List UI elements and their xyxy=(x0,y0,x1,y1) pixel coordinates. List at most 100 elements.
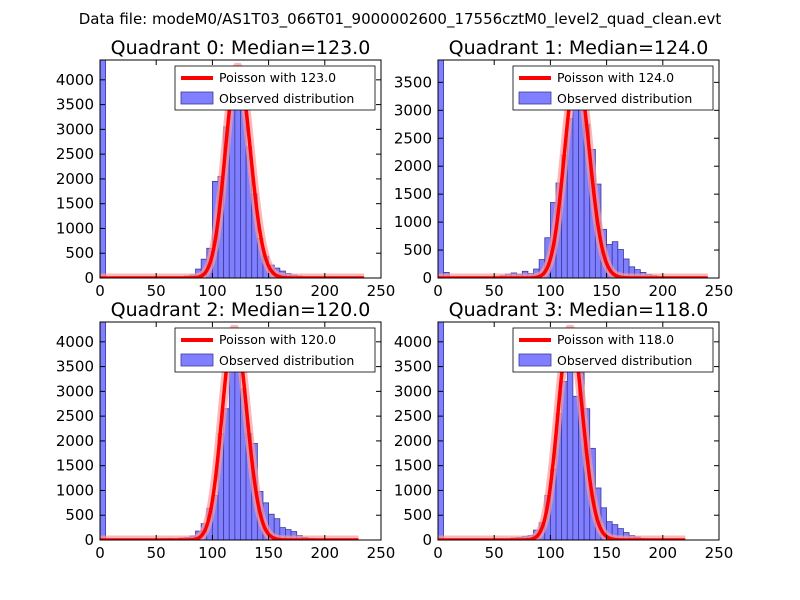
y-tick-label: 1000 xyxy=(56,481,94,499)
y-tick-label: 2000 xyxy=(394,157,432,175)
x-tick-label: 0 xyxy=(433,544,443,562)
legend: Poisson with 120.0 Observed distribution xyxy=(174,327,376,373)
y-tick-label: 0 xyxy=(422,269,432,287)
x-tick-label: 100 xyxy=(536,282,565,300)
histogram-bar xyxy=(572,395,579,540)
y-tick-label: 1000 xyxy=(394,481,432,499)
y-tick-label: 3500 xyxy=(56,358,94,376)
quadrant-title: Quadrant 0: Median=123.0 xyxy=(111,37,371,59)
legend-bar-swatch xyxy=(518,353,552,367)
histogram-bar xyxy=(438,60,445,278)
quadrant-1-panel: 0 50 100 150 200 2500500100015002000250030003… xyxy=(394,37,734,300)
legend-label: Poisson with 118.0 xyxy=(557,332,674,347)
y-tick-label: 2500 xyxy=(56,145,94,163)
histogram-bar xyxy=(438,322,445,540)
legend: Poisson with 124.0 Observed distribution xyxy=(512,65,714,111)
x-tick-label: 150 xyxy=(592,282,621,300)
figure-suptitle: Data file: modeM0/AS1T03_066T01_90000026… xyxy=(79,10,722,29)
x-tick-label: 50 xyxy=(147,544,166,562)
legend: Poisson with 118.0 Observed distribution xyxy=(512,327,714,373)
y-tick-label: 1000 xyxy=(394,213,432,231)
x-tick-label: 200 xyxy=(310,282,339,300)
axes-frame xyxy=(99,321,382,541)
legend-bar-swatch xyxy=(180,91,214,105)
y-tick-label: 3500 xyxy=(394,358,432,376)
x-tick-label: 100 xyxy=(198,544,227,562)
legend-bar-swatch xyxy=(180,353,214,367)
quadrant-title: Quadrant 1: Median=124.0 xyxy=(449,37,709,59)
x-tick-label: 250 xyxy=(705,544,734,562)
x-tick-label: 200 xyxy=(310,544,339,562)
x-tick-label: 100 xyxy=(198,282,227,300)
x-tick-label: 50 xyxy=(147,282,166,300)
legend-label: Observed distribution xyxy=(219,91,354,106)
y-tick-label: 4000 xyxy=(56,71,94,89)
x-tick-label: 50 xyxy=(485,282,504,300)
legend-box xyxy=(512,327,714,373)
x-tick-label: 0 xyxy=(433,282,443,300)
legend-label: Poisson with 123.0 xyxy=(219,70,336,85)
y-tick-label: 4000 xyxy=(56,333,94,351)
axes-frame xyxy=(99,59,382,279)
y-tick-label: 1500 xyxy=(394,185,432,203)
y-tick-label: 2500 xyxy=(56,407,94,425)
quadrant-2-panel: 0 50 100 150 200 2500500100015002000250030003… xyxy=(56,299,396,562)
y-tick-label: 3000 xyxy=(56,120,94,138)
legend-box xyxy=(174,327,376,373)
quadrant-3-panel: 0 50 100 150 200 2500500100015002000250030003… xyxy=(394,299,734,562)
y-tick-label: 2500 xyxy=(394,129,432,147)
quadrant-0-panel: 0 50 100 150 200 2500500100015002000250030003… xyxy=(56,37,396,300)
y-tick-label: 500 xyxy=(403,506,432,524)
y-tick-label: 1500 xyxy=(56,195,94,213)
y-tick-label: 3000 xyxy=(56,382,94,400)
y-tick-label: 3500 xyxy=(56,96,94,114)
y-tick-label: 1500 xyxy=(394,457,432,475)
axes-frame xyxy=(437,321,720,541)
x-tick-label: 50 xyxy=(485,544,504,562)
x-tick-label: 150 xyxy=(592,544,621,562)
histogram-bar xyxy=(100,60,107,278)
x-tick-label: 0 xyxy=(95,282,105,300)
x-tick-label: 150 xyxy=(254,544,283,562)
x-tick-label: 0 xyxy=(95,544,105,562)
x-tick-label: 100 xyxy=(536,544,565,562)
y-tick-label: 2000 xyxy=(56,170,94,188)
x-tick-label: 250 xyxy=(367,282,396,300)
quadrant-3-plot-area xyxy=(438,322,686,540)
legend-label: Observed distribution xyxy=(557,353,692,368)
x-tick-label: 250 xyxy=(367,544,396,562)
y-tick-label: 2000 xyxy=(56,432,94,450)
histogram-bar xyxy=(100,322,107,540)
legend-label: Poisson with 124.0 xyxy=(557,70,674,85)
quadrant-2-plot-area xyxy=(100,322,360,540)
legend: Poisson with 123.0 Observed distribution xyxy=(174,65,376,111)
x-tick-label: 200 xyxy=(648,282,677,300)
legend-label: Observed distribution xyxy=(219,353,354,368)
y-tick-label: 1000 xyxy=(56,219,94,237)
y-tick-label: 500 xyxy=(65,506,94,524)
legend-bar-swatch xyxy=(518,91,552,105)
y-tick-label: 0 xyxy=(84,531,94,549)
y-tick-label: 500 xyxy=(403,241,432,259)
y-tick-label: 500 xyxy=(65,244,94,262)
y-tick-label: 0 xyxy=(84,269,94,287)
histogram-bar xyxy=(228,358,236,540)
histogram-bar xyxy=(572,107,579,278)
y-tick-label: 4000 xyxy=(394,333,432,351)
y-tick-label: 1500 xyxy=(56,457,94,475)
legend-label: Observed distribution xyxy=(557,91,692,106)
y-tick-label: 2000 xyxy=(394,432,432,450)
poisson-curve xyxy=(438,327,686,540)
y-tick-label: 3000 xyxy=(394,101,432,119)
y-tick-label: 2500 xyxy=(394,407,432,425)
quadrant-title: Quadrant 2: Median=120.0 xyxy=(111,299,371,321)
x-tick-label: 150 xyxy=(254,282,283,300)
quadrant-title: Quadrant 3: Median=118.0 xyxy=(449,299,709,321)
axes-frame xyxy=(437,59,720,279)
y-tick-label: 3000 xyxy=(394,382,432,400)
y-tick-label: 0 xyxy=(422,531,432,549)
legend-label: Poisson with 120.0 xyxy=(219,332,336,347)
x-tick-label: 200 xyxy=(648,544,677,562)
x-tick-label: 250 xyxy=(705,282,734,300)
